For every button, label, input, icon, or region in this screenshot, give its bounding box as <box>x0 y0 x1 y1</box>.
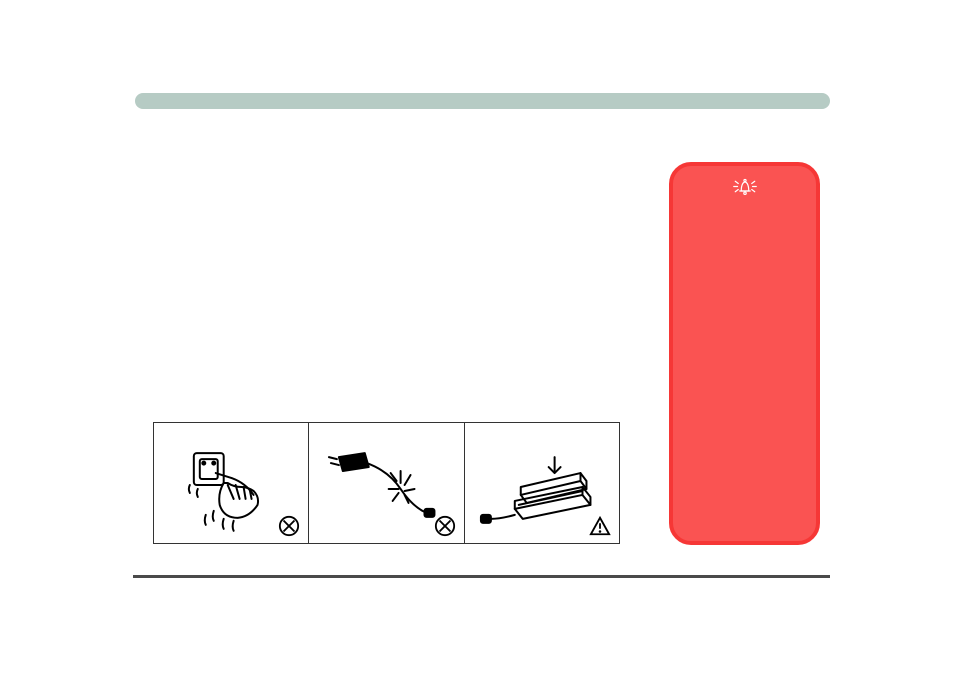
document-page <box>0 0 954 673</box>
safety-illustration-row <box>153 422 620 544</box>
warning-callout-panel <box>669 162 820 545</box>
prohibit-icon <box>434 515 456 537</box>
panel-no-damaged-cord <box>309 423 464 543</box>
panel-no-heavy-on-cord <box>465 423 619 543</box>
section-header-bar <box>135 93 830 109</box>
panel-no-wet-hands <box>154 423 309 543</box>
bell-alert-icon <box>730 176 760 198</box>
caution-icon <box>589 515 611 537</box>
prohibit-icon <box>278 515 300 537</box>
footer-divider <box>133 575 830 578</box>
